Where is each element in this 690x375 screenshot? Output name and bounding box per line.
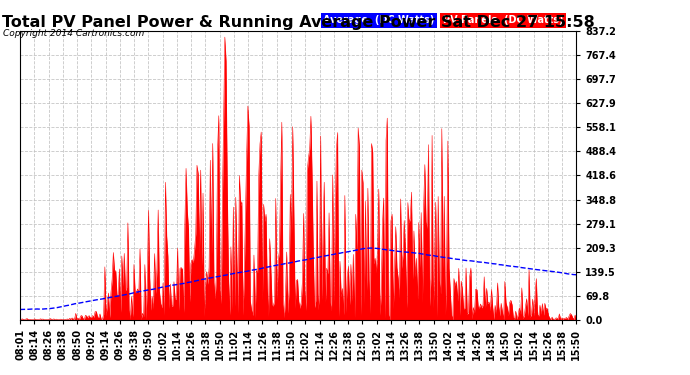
Text: Average  (DC Watts): Average (DC Watts) [323,15,435,25]
Title: Total PV Panel Power & Running Average Power Sat Dec 27 15:58: Total PV Panel Power & Running Average P… [2,15,595,30]
Text: PV Panels  (DC Watts): PV Panels (DC Watts) [443,15,563,25]
Text: Copyright 2014 Cartronics.com: Copyright 2014 Cartronics.com [3,28,145,38]
